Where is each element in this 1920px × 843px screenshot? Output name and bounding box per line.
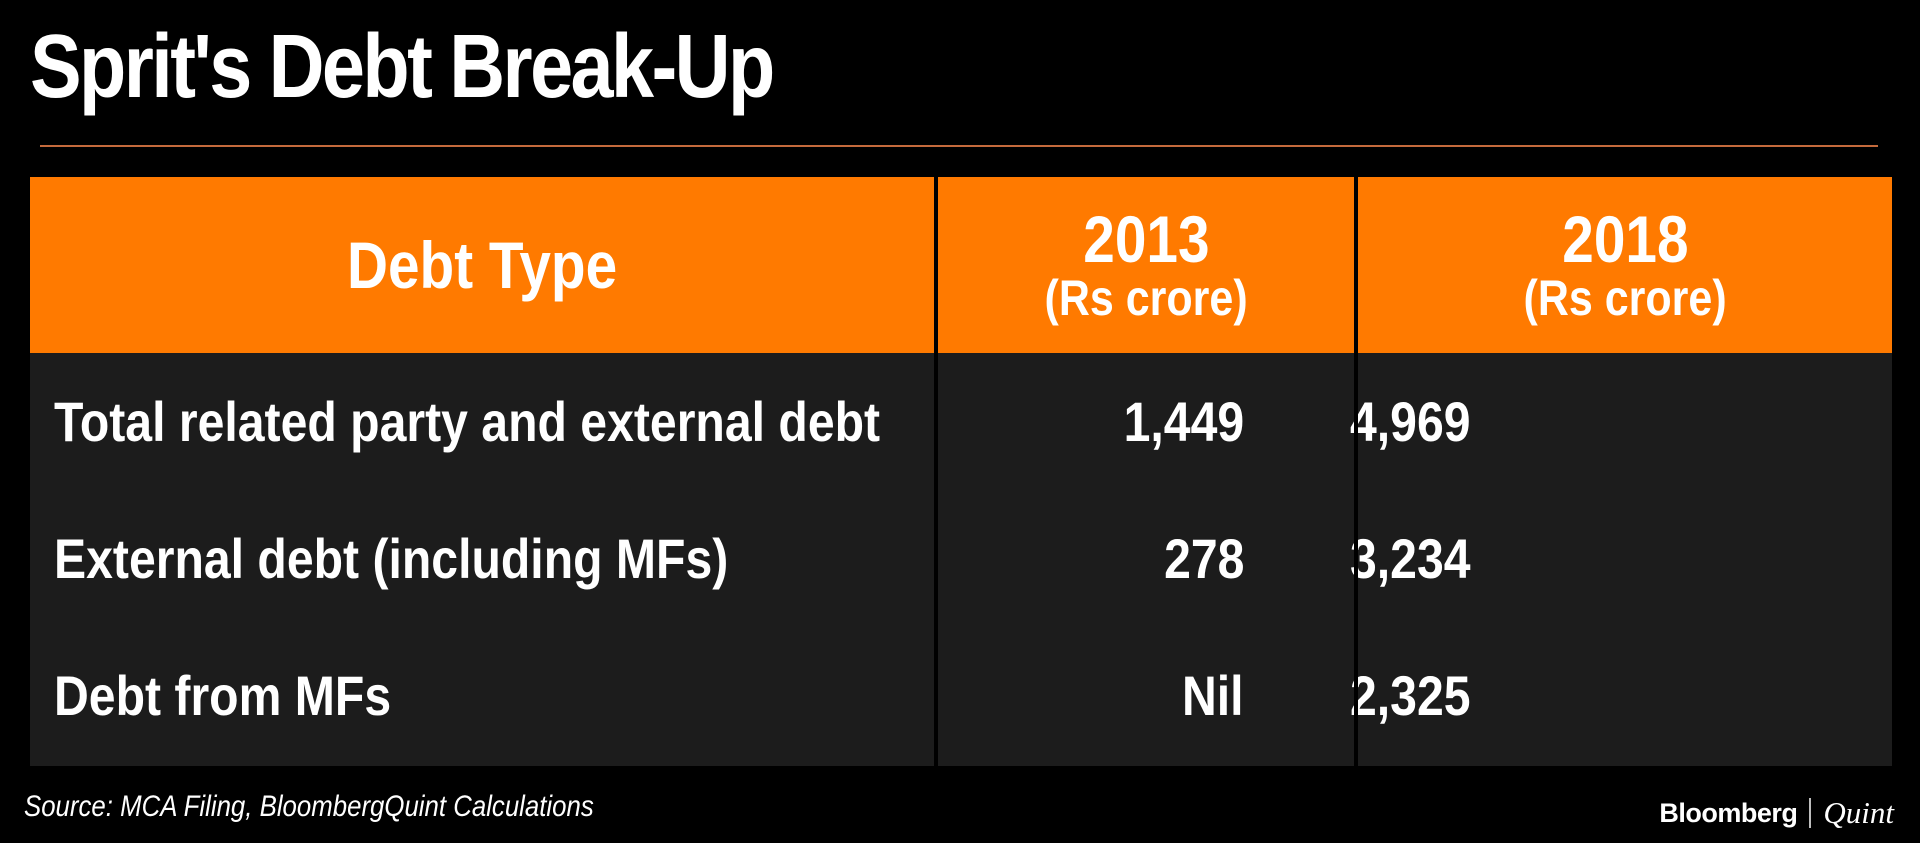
row-label-text: Total related party and external debt bbox=[54, 390, 881, 453]
table-header-row: Debt Type 2013 (Rs crore) 2018 (Rs crore… bbox=[30, 177, 1892, 353]
table-body: Total related party and external debt 1,… bbox=[30, 353, 1892, 766]
value-2013-text: Nil bbox=[1182, 664, 1244, 727]
header-sublabel: (Rs crore) bbox=[1523, 269, 1727, 326]
header-label: 2013 bbox=[1082, 201, 1210, 276]
value-2013: Nil bbox=[934, 627, 1244, 764]
row-label: Total related party and external debt bbox=[54, 353, 934, 490]
brand-secondary: Quint bbox=[1823, 795, 1894, 830]
header-label: 2018 bbox=[1561, 201, 1689, 276]
column-divider bbox=[934, 177, 938, 766]
chart-title: Sprit's Debt Break-Up bbox=[30, 17, 775, 117]
value-2013: 1,449 bbox=[934, 353, 1244, 490]
value-2018-text: 4,969 bbox=[1350, 390, 1471, 453]
header-sublabel: (Rs crore) bbox=[1044, 269, 1248, 326]
header-cell-debt-type: Debt Type bbox=[30, 177, 934, 353]
header-cell-2013: 2013 (Rs crore) bbox=[938, 177, 1354, 353]
brand-separator bbox=[1809, 798, 1812, 828]
brand-logo: Bloomberg Quint bbox=[1659, 795, 1894, 830]
table-row: Total related party and external debt 1,… bbox=[30, 353, 1892, 490]
value-2013: 278 bbox=[934, 490, 1244, 627]
value-2013-text: 278 bbox=[1163, 527, 1244, 590]
header-label: Debt Type bbox=[346, 228, 618, 302]
row-label-text: External debt (including MFs) bbox=[54, 527, 729, 590]
value-2018: 4,969 bbox=[1350, 353, 1750, 490]
row-label: External debt (including MFs) bbox=[54, 490, 934, 627]
row-label: Debt from MFs bbox=[54, 627, 934, 764]
value-2018-text: 3,234 bbox=[1350, 527, 1471, 590]
value-2018: 3,234 bbox=[1350, 490, 1750, 627]
brand-primary: Bloomberg bbox=[1659, 797, 1798, 828]
header-cell-2018: 2018 (Rs crore) bbox=[1358, 177, 1892, 353]
table-row: Debt from MFs Nil 2,325 bbox=[30, 627, 1892, 764]
source-note: Source: MCA Filing, BloombergQuint Calcu… bbox=[24, 790, 594, 823]
title-divider bbox=[40, 145, 1878, 147]
value-2018-text: 2,325 bbox=[1350, 664, 1471, 727]
value-2018: 2,325 bbox=[1350, 627, 1750, 764]
value-2013-text: 1,449 bbox=[1123, 390, 1244, 453]
row-label-text: Debt from MFs bbox=[54, 664, 392, 727]
column-divider bbox=[1354, 177, 1358, 766]
debt-table: Debt Type 2013 (Rs crore) 2018 (Rs crore… bbox=[30, 177, 1892, 766]
table-row: External debt (including MFs) 278 3,234 bbox=[30, 490, 1892, 627]
